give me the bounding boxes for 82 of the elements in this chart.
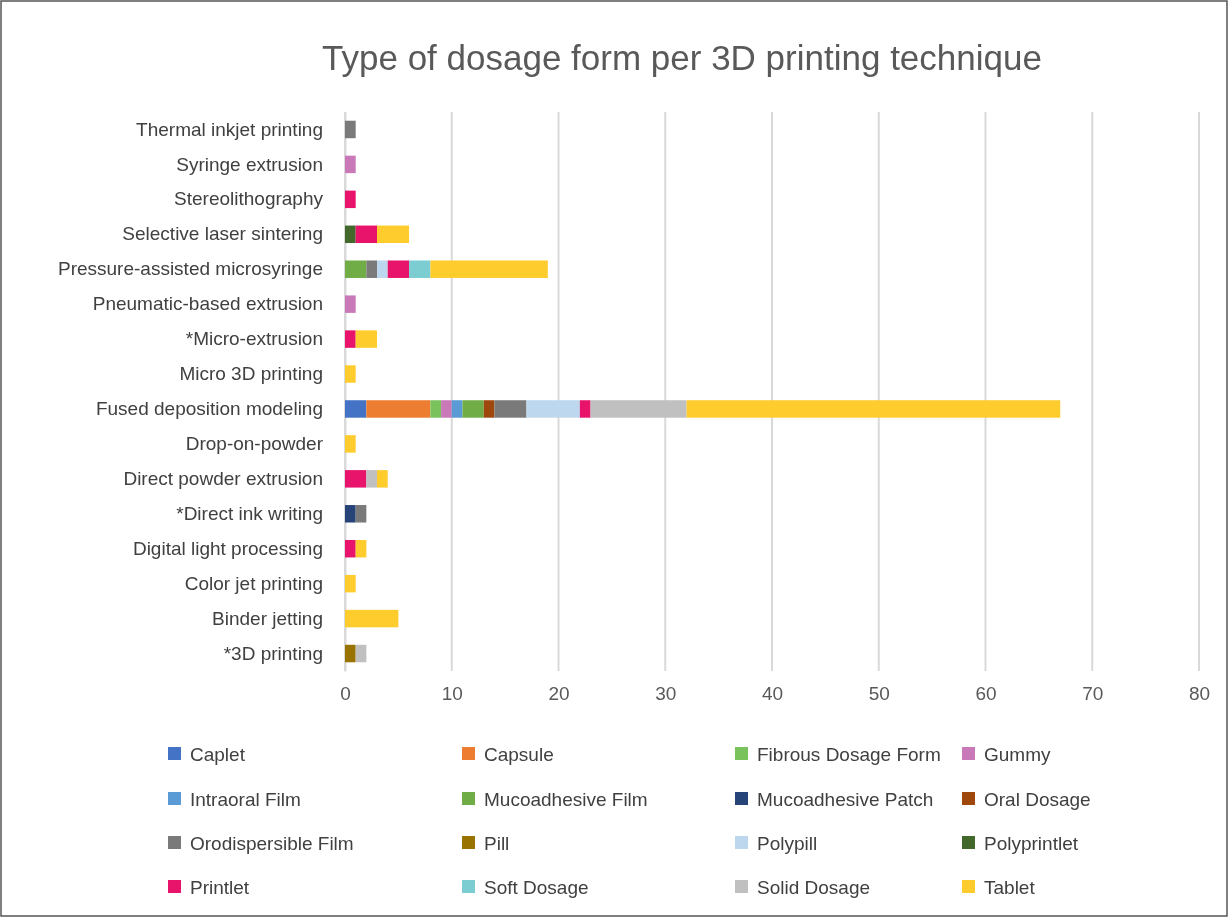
legend-label: Printlet [190, 877, 250, 898]
legend-label: Intraoral Film [190, 789, 301, 810]
bar [366, 260, 378, 278]
bar [590, 400, 687, 418]
bar [430, 260, 548, 278]
x-tick-label: 60 [975, 683, 997, 705]
bar [377, 225, 410, 244]
legend-label: Pill [484, 833, 510, 854]
x-tick-label: 0 [340, 683, 351, 705]
bar [345, 120, 356, 139]
y-tick-label: *Micro-extrusion [185, 328, 323, 350]
bar [526, 400, 580, 418]
x-tick-label: 80 [1188, 683, 1211, 705]
x-tick-label: 50 [868, 683, 890, 705]
y-tick-label: Syringe extrusion [176, 153, 323, 175]
bar [345, 155, 356, 174]
bar [355, 644, 367, 663]
x-tick-label: 30 [655, 683, 677, 705]
bar [462, 400, 484, 418]
y-tick-label: Digital light processing [132, 537, 323, 559]
legend-label: Oral Dosage [984, 789, 1091, 810]
x-tick-label: 10 [441, 683, 463, 705]
y-tick-label: *3D printing [223, 642, 323, 664]
bar [345, 539, 356, 558]
bar [355, 330, 378, 348]
y-tick-label: Stereolithography [174, 188, 324, 210]
bar [377, 260, 388, 278]
bar [355, 225, 378, 244]
bar [494, 400, 527, 418]
y-tick-label: Pressure-assisted microsyringe [57, 258, 323, 280]
bar [345, 330, 356, 348]
bar [355, 539, 367, 558]
chart-title: Type of dosage form per 3D printing technique [322, 38, 1042, 77]
y-tick-label: Drop-on-powder [185, 432, 324, 454]
y-tick-label: *Direct ink writing [176, 502, 323, 524]
y-tick-label: Direct powder extrusion [123, 467, 323, 489]
legend-label: Mucoadhesive Patch [757, 789, 934, 810]
legend-label: Gummy [984, 744, 1051, 765]
bar [451, 400, 463, 418]
bar [345, 470, 367, 488]
bar [441, 400, 452, 418]
legend-label: Capsule [484, 744, 554, 765]
bar [579, 400, 591, 418]
bar [409, 260, 431, 278]
bar [430, 400, 442, 418]
x-tick-label: 70 [1082, 683, 1104, 705]
bar [345, 644, 356, 663]
x-tick-label: 20 [548, 683, 570, 705]
y-tick-label: Selective laser sintering [122, 223, 323, 245]
legend-label: Tablet [984, 877, 1036, 898]
bar [345, 295, 356, 313]
bar [345, 260, 367, 278]
bar [387, 260, 410, 278]
bar [345, 609, 399, 628]
bar [366, 470, 378, 488]
bar [483, 400, 495, 418]
y-tick-label: Pneumatic-based extrusion [92, 293, 323, 315]
bar [345, 505, 356, 523]
legend-label: Fibrous Dosage Form [757, 744, 941, 765]
bar [345, 365, 356, 383]
bar [345, 574, 356, 593]
bar [345, 435, 356, 453]
y-tick-label: Fused deposition modeling [95, 398, 323, 420]
y-tick-label: Thermal inkjet printing [136, 118, 323, 140]
bar [345, 190, 356, 209]
bar [345, 225, 356, 244]
legend-label: Solid Dosage [757, 877, 871, 898]
y-tick-label: Color jet printing [184, 572, 323, 594]
legend-label: Mucoadhesive Film [484, 789, 648, 810]
bar [366, 400, 431, 418]
y-tick-label: Binder jetting [212, 607, 323, 629]
legend-label: Polypill [757, 833, 818, 854]
y-tick-label: Micro 3D printing [179, 363, 323, 385]
legend-label: Caplet [190, 744, 246, 765]
legend-label: Polyprintlet [984, 833, 1079, 854]
legend-label: Orodispersible Film [190, 833, 354, 854]
bar [355, 505, 367, 523]
bar [686, 400, 1061, 418]
legend-label: Soft Dosage [484, 877, 589, 898]
bar [345, 400, 367, 418]
x-tick-label: 40 [761, 683, 784, 705]
bar [377, 470, 388, 488]
